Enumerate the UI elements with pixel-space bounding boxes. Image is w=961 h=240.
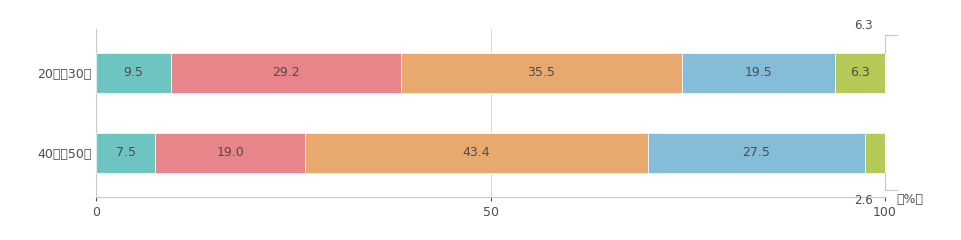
Bar — [96, 133, 155, 173]
Bar — [647, 133, 864, 173]
Text: 19.5: 19.5 — [744, 66, 772, 79]
Bar — [171, 53, 401, 93]
Bar — [864, 133, 884, 173]
Bar — [155, 133, 305, 173]
Bar — [96, 53, 171, 93]
Text: 27.5: 27.5 — [741, 146, 769, 159]
Bar — [305, 133, 647, 173]
Bar — [834, 53, 884, 93]
Text: 35.5: 35.5 — [527, 66, 554, 79]
Text: 9.5: 9.5 — [124, 66, 143, 79]
Text: 6.3: 6.3 — [853, 19, 873, 32]
Text: 19.0: 19.0 — [216, 146, 244, 159]
Text: 29.2: 29.2 — [272, 66, 300, 79]
Text: 6.3: 6.3 — [850, 66, 869, 79]
Bar — [401, 53, 680, 93]
Text: 7.5: 7.5 — [115, 146, 136, 159]
Text: 43.4: 43.4 — [462, 146, 490, 159]
Text: 2.6: 2.6 — [853, 194, 873, 207]
Bar — [680, 53, 834, 93]
Text: （%）: （%） — [896, 193, 923, 206]
